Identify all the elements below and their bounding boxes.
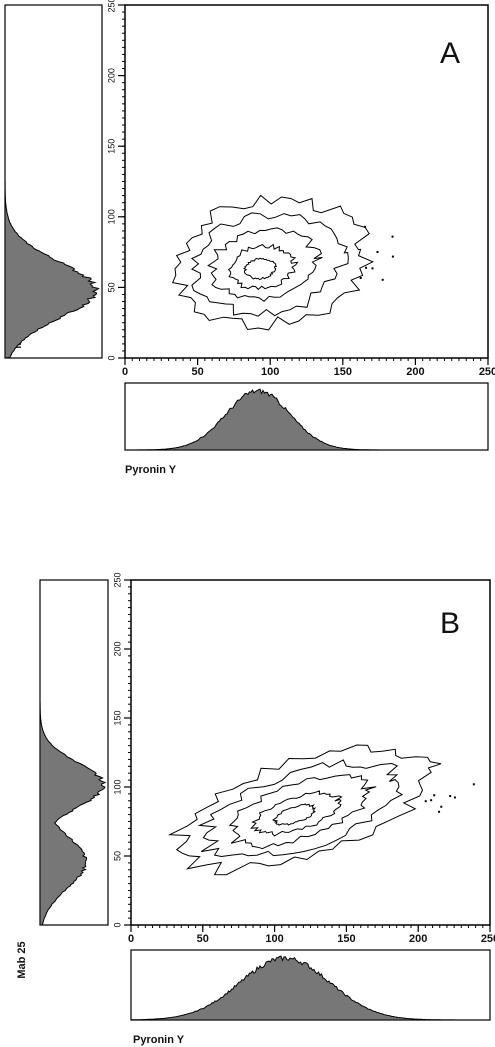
- y-histogram: [4, 5, 100, 359]
- x-tick-label: 100: [265, 933, 283, 945]
- contour-line: [197, 759, 404, 858]
- y-tick-label: 0: [112, 922, 122, 927]
- outlier-dot: [424, 800, 427, 803]
- x-tick-label: 50: [197, 933, 209, 945]
- y-tick-label: 200: [106, 68, 116, 83]
- y-tick-label: 50: [106, 282, 116, 292]
- outlier-dot: [440, 805, 443, 808]
- contour-line: [167, 744, 442, 876]
- outlier-dot: [371, 267, 374, 270]
- x-histogram: [125, 388, 488, 451]
- contour-line: [272, 803, 317, 826]
- y-tick-label: 50: [112, 851, 122, 861]
- outlier-dot: [430, 799, 433, 802]
- y-tick-label: 250: [106, 0, 116, 13]
- x-axis-label: Pyronin Y: [125, 464, 177, 476]
- outlier-dot: [433, 794, 436, 797]
- x-tick-label: 50: [191, 366, 203, 378]
- outlier-dot: [376, 250, 379, 253]
- outlier-dot: [359, 277, 362, 280]
- x-tick-label: 200: [406, 366, 424, 378]
- panel-letter: A: [440, 37, 460, 70]
- x-tick-label: 250: [479, 366, 495, 378]
- y-tick-label: 150: [106, 139, 116, 154]
- outlier-dot: [381, 278, 384, 281]
- outlier-dot: [449, 795, 452, 798]
- y-tick-label: 100: [106, 209, 116, 224]
- contour-line: [227, 243, 299, 291]
- contour-line: [207, 227, 323, 303]
- y-tick-label: 150: [112, 710, 122, 725]
- contour-line: [228, 774, 377, 850]
- x-tick-label: 150: [334, 366, 352, 378]
- contour-line: [250, 790, 343, 837]
- outlier-dot: [365, 266, 368, 269]
- outlier-dot: [438, 810, 441, 813]
- x-tick-label: 0: [122, 366, 128, 378]
- x-tick-label: 150: [337, 933, 355, 945]
- outlier-dot: [453, 796, 456, 799]
- y-tick-label: 200: [112, 641, 122, 656]
- y-tick-label: 100: [112, 779, 122, 794]
- x-axis-label: Pyronin Y: [133, 1034, 185, 1046]
- contour-line: [190, 212, 349, 317]
- y-histogram: [39, 580, 107, 926]
- plot-frame: [130, 579, 491, 926]
- y-tick-label: 0: [106, 355, 116, 360]
- x-tick-label: 200: [409, 933, 427, 945]
- x-tick-label: 250: [481, 933, 495, 945]
- x-tick-label: 0: [128, 933, 134, 945]
- plot-frame: [124, 4, 489, 359]
- outlier-dot: [391, 255, 394, 258]
- outlier-dot: [472, 783, 475, 786]
- contour-line: [243, 257, 278, 281]
- x-histogram: [130, 955, 490, 1021]
- x-tick-label: 100: [261, 366, 279, 378]
- y-tick-label: 250: [112, 572, 122, 587]
- contour-line: [172, 194, 374, 331]
- outlier-dot: [391, 235, 394, 238]
- y-axis-label: Mab 25: [16, 941, 28, 978]
- panel-letter: B: [440, 607, 460, 640]
- outlier-dot: [364, 225, 367, 228]
